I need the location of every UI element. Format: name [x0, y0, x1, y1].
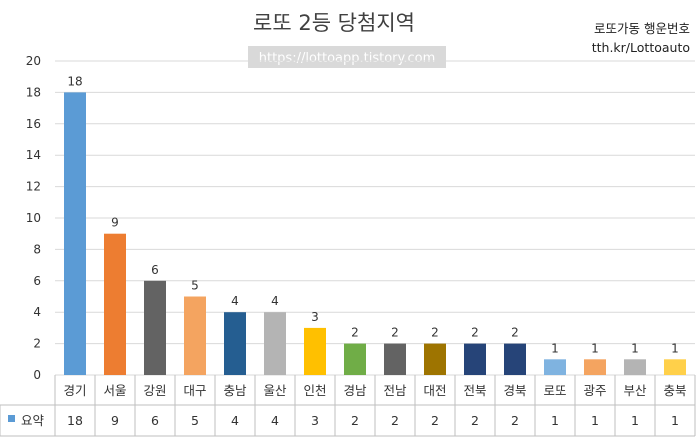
- data-label: 4: [231, 294, 239, 308]
- data-label: 2: [431, 326, 439, 340]
- category-label: 광주: [583, 383, 606, 398]
- side-text-line2: tth.kr/Lottoauto: [592, 40, 690, 55]
- table-value: 2: [431, 413, 439, 428]
- category-label: 전남: [383, 383, 407, 398]
- y-axis: 0 2 4 6 8 10 12 14 16 18 20: [26, 54, 41, 382]
- y-tick-label: 12: [26, 180, 41, 194]
- y-tick-label: 16: [26, 117, 41, 131]
- category-label: 부산: [623, 383, 647, 398]
- bar: [464, 343, 486, 375]
- category-label: 충남: [223, 383, 247, 398]
- table-value: 6: [151, 413, 159, 428]
- data-label: 1: [671, 341, 679, 355]
- category-label: 서울: [103, 383, 126, 398]
- data-label: 1: [551, 341, 559, 355]
- bar: [144, 280, 166, 375]
- table-value: 2: [351, 413, 359, 428]
- category-label: 인천: [303, 383, 326, 398]
- category-label: 강원: [143, 383, 166, 398]
- y-tick-label: 8: [33, 242, 41, 256]
- bar: [64, 92, 86, 376]
- watermark-text: https://lottoapp.tistory.com: [259, 51, 436, 66]
- table-value: 2: [471, 413, 479, 428]
- category-label: 대구: [183, 383, 206, 398]
- data-label: 4: [271, 294, 279, 308]
- data-table: 경기 18 서울 9 강원 6 대구 5 충남 4 울산 4 인천 3 경남 2 전남 2 대전 2 전북 2 경북 2 로또 1…: [0, 375, 696, 437]
- table-value: 4: [271, 413, 279, 428]
- bars: [64, 92, 686, 376]
- category-label: 울산: [263, 383, 287, 398]
- table-value: 5: [191, 413, 199, 428]
- category-label: 로또: [543, 383, 566, 398]
- data-label: 18: [67, 74, 82, 88]
- bar: [104, 233, 126, 375]
- table-value: 1: [551, 413, 559, 428]
- table-value: 1: [671, 413, 679, 428]
- category-label: 경북: [503, 383, 526, 398]
- bar: [264, 312, 286, 375]
- bar: [504, 343, 526, 375]
- table-value: 4: [231, 413, 239, 428]
- data-label: 2: [351, 326, 359, 340]
- bar: [304, 327, 326, 375]
- bar: [584, 359, 606, 375]
- data-label: 6: [151, 263, 159, 277]
- y-tick-label: 4: [33, 305, 41, 319]
- y-tick-label: 6: [33, 274, 41, 288]
- bar: [384, 343, 406, 375]
- legend-swatch: [8, 415, 15, 422]
- category-label: 경기: [63, 383, 86, 398]
- chart-title: 로또 2등 당첨지역: [253, 11, 415, 35]
- y-tick-label: 18: [26, 85, 41, 99]
- table-value: 2: [511, 413, 519, 428]
- table-value: 2: [391, 413, 399, 428]
- data-labels: 18 9 6 5 4 4 3 2 2 2 2 2 1 1 1 1: [67, 74, 678, 355]
- bar: [344, 343, 366, 375]
- table-value: 3: [311, 413, 319, 428]
- watermark-background: [248, 46, 446, 68]
- table-value: 18: [67, 413, 83, 428]
- bar: [664, 359, 686, 375]
- category-label: 대전: [423, 383, 446, 398]
- data-label: 1: [631, 341, 639, 355]
- bar: [224, 312, 246, 375]
- y-tick-label: 2: [33, 337, 41, 351]
- table-value: 9: [111, 413, 119, 428]
- data-label: 1: [591, 341, 599, 355]
- y-tick-label: 0: [33, 368, 41, 382]
- bar: [544, 359, 566, 375]
- bar: [424, 343, 446, 375]
- legend-label: 요약: [21, 413, 45, 428]
- table-value: 1: [591, 413, 599, 428]
- category-label: 경남: [343, 383, 367, 398]
- table-value: 1: [631, 413, 639, 428]
- side-text-line1: 로또가동 행운번호: [594, 21, 690, 36]
- data-label: 9: [111, 216, 119, 230]
- data-label: 2: [511, 326, 519, 340]
- bar: [624, 359, 646, 375]
- data-label: 3: [311, 310, 319, 324]
- data-label: 2: [391, 326, 399, 340]
- y-tick-label: 14: [26, 148, 41, 162]
- y-tick-label: 10: [26, 211, 41, 225]
- category-label: 충북: [663, 383, 686, 398]
- data-label: 5: [191, 279, 199, 293]
- category-label: 전북: [463, 383, 486, 398]
- bar: [184, 296, 206, 375]
- data-label: 2: [471, 326, 479, 340]
- y-tick-label: 20: [26, 54, 41, 68]
